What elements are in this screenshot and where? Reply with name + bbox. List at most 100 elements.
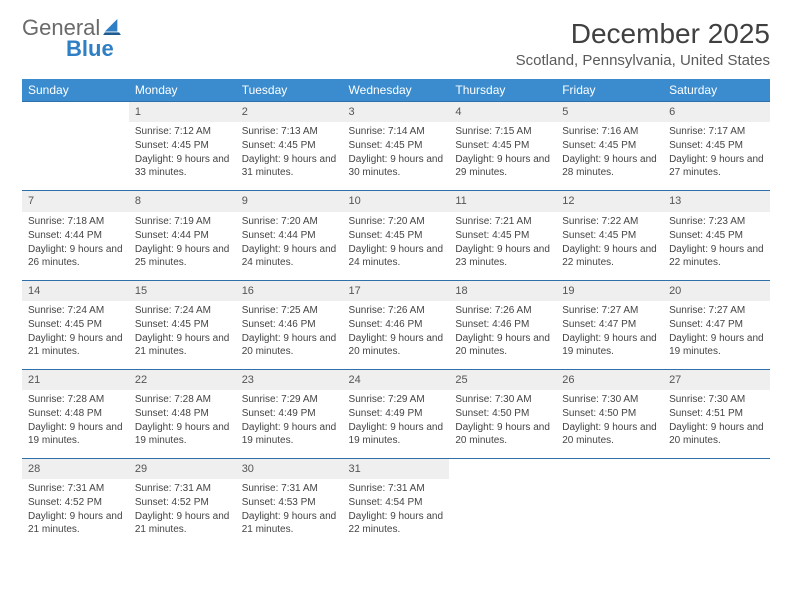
- sunset-line: Sunset: 4:47 PM: [562, 318, 657, 331]
- day-number: 30: [236, 459, 343, 479]
- calendar-cell: 8Sunrise: 7:19 AMSunset: 4:44 PMDaylight…: [129, 191, 236, 280]
- sunrise-line: Sunrise: 7:31 AM: [242, 482, 337, 495]
- calendar-cell: 9Sunrise: 7:20 AMSunset: 4:44 PMDaylight…: [236, 191, 343, 280]
- day-number: 1: [129, 102, 236, 122]
- sunrise-line: Sunrise: 7:29 AM: [242, 393, 337, 406]
- calendar-cell: 16Sunrise: 7:25 AMSunset: 4:46 PMDayligh…: [236, 280, 343, 369]
- calendar-body: 1Sunrise: 7:12 AMSunset: 4:45 PMDaylight…: [22, 102, 770, 548]
- sunrise-line: Sunrise: 7:31 AM: [28, 482, 123, 495]
- calendar-week-row: 14Sunrise: 7:24 AMSunset: 4:45 PMDayligh…: [22, 280, 770, 369]
- sunrise-line: Sunrise: 7:27 AM: [669, 304, 764, 317]
- day-number: 18: [449, 281, 556, 301]
- calendar-cell: 25Sunrise: 7:30 AMSunset: 4:50 PMDayligh…: [449, 369, 556, 458]
- day-details: Sunrise: 7:30 AMSunset: 4:51 PMDaylight:…: [663, 390, 770, 458]
- calendar-cell: 3Sunrise: 7:14 AMSunset: 4:45 PMDaylight…: [343, 102, 450, 191]
- sunset-line: Sunset: 4:51 PM: [669, 407, 764, 420]
- weekday-header: Monday: [129, 79, 236, 102]
- daylight-line: Daylight: 9 hours and 19 minutes.: [669, 332, 764, 358]
- day-details: Sunrise: 7:22 AMSunset: 4:45 PMDaylight:…: [556, 212, 663, 280]
- month-title: December 2025: [516, 18, 770, 50]
- calendar-cell: 22Sunrise: 7:28 AMSunset: 4:48 PMDayligh…: [129, 369, 236, 458]
- day-details: Sunrise: 7:23 AMSunset: 4:45 PMDaylight:…: [663, 212, 770, 280]
- logo-sail-icon: [102, 19, 122, 35]
- daylight-line: Daylight: 9 hours and 21 minutes.: [135, 510, 230, 536]
- sunset-line: Sunset: 4:45 PM: [669, 139, 764, 152]
- sunset-line: Sunset: 4:50 PM: [455, 407, 550, 420]
- weekday-header-row: SundayMondayTuesdayWednesdayThursdayFrid…: [22, 79, 770, 102]
- sunrise-line: Sunrise: 7:15 AM: [455, 125, 550, 138]
- sunset-line: Sunset: 4:49 PM: [242, 407, 337, 420]
- daylight-line: Daylight: 9 hours and 22 minutes.: [562, 243, 657, 269]
- day-number: 26: [556, 370, 663, 390]
- daylight-line: Daylight: 9 hours and 21 minutes.: [242, 510, 337, 536]
- sunrise-line: Sunrise: 7:29 AM: [349, 393, 444, 406]
- weekday-header: Sunday: [22, 79, 129, 102]
- sunrise-line: Sunrise: 7:21 AM: [455, 215, 550, 228]
- day-number: 2: [236, 102, 343, 122]
- calendar-cell: 12Sunrise: 7:22 AMSunset: 4:45 PMDayligh…: [556, 191, 663, 280]
- sunset-line: Sunset: 4:46 PM: [242, 318, 337, 331]
- sunrise-line: Sunrise: 7:30 AM: [669, 393, 764, 406]
- daylight-line: Daylight: 9 hours and 20 minutes.: [349, 332, 444, 358]
- weekday-header: Saturday: [663, 79, 770, 102]
- day-number: 12: [556, 191, 663, 211]
- day-details: Sunrise: 7:28 AMSunset: 4:48 PMDaylight:…: [22, 390, 129, 458]
- day-details: Sunrise: 7:20 AMSunset: 4:45 PMDaylight:…: [343, 212, 450, 280]
- calendar-cell: 14Sunrise: 7:24 AMSunset: 4:45 PMDayligh…: [22, 280, 129, 369]
- calendar-cell: 30Sunrise: 7:31 AMSunset: 4:53 PMDayligh…: [236, 459, 343, 548]
- calendar-cell: 7Sunrise: 7:18 AMSunset: 4:44 PMDaylight…: [22, 191, 129, 280]
- sunset-line: Sunset: 4:45 PM: [135, 318, 230, 331]
- daylight-line: Daylight: 9 hours and 20 minutes.: [455, 332, 550, 358]
- daylight-line: Daylight: 9 hours and 22 minutes.: [669, 243, 764, 269]
- daylight-line: Daylight: 9 hours and 23 minutes.: [455, 243, 550, 269]
- day-details: Sunrise: 7:20 AMSunset: 4:44 PMDaylight:…: [236, 212, 343, 280]
- calendar-cell: 10Sunrise: 7:20 AMSunset: 4:45 PMDayligh…: [343, 191, 450, 280]
- calendar-cell: 2Sunrise: 7:13 AMSunset: 4:45 PMDaylight…: [236, 102, 343, 191]
- daylight-line: Daylight: 9 hours and 33 minutes.: [135, 153, 230, 179]
- calendar-cell: [663, 459, 770, 548]
- sunset-line: Sunset: 4:49 PM: [349, 407, 444, 420]
- daylight-line: Daylight: 9 hours and 19 minutes.: [28, 421, 123, 447]
- daylight-line: Daylight: 9 hours and 21 minutes.: [135, 332, 230, 358]
- sunset-line: Sunset: 4:48 PM: [135, 407, 230, 420]
- sunset-line: Sunset: 4:44 PM: [28, 229, 123, 242]
- sunset-line: Sunset: 4:45 PM: [455, 139, 550, 152]
- sunset-line: Sunset: 4:44 PM: [242, 229, 337, 242]
- sunset-line: Sunset: 4:46 PM: [455, 318, 550, 331]
- calendar-cell: 13Sunrise: 7:23 AMSunset: 4:45 PMDayligh…: [663, 191, 770, 280]
- title-block: December 2025 Scotland, Pennsylvania, Un…: [516, 18, 770, 69]
- page-header: GeneralBlue December 2025 Scotland, Penn…: [22, 18, 770, 69]
- sunrise-line: Sunrise: 7:28 AM: [135, 393, 230, 406]
- sunrise-line: Sunrise: 7:22 AM: [562, 215, 657, 228]
- day-number: 27: [663, 370, 770, 390]
- sunrise-line: Sunrise: 7:23 AM: [669, 215, 764, 228]
- day-details: Sunrise: 7:30 AMSunset: 4:50 PMDaylight:…: [449, 390, 556, 458]
- day-details: Sunrise: 7:15 AMSunset: 4:45 PMDaylight:…: [449, 122, 556, 190]
- daylight-line: Daylight: 9 hours and 24 minutes.: [349, 243, 444, 269]
- calendar-cell: 19Sunrise: 7:27 AMSunset: 4:47 PMDayligh…: [556, 280, 663, 369]
- daylight-line: Daylight: 9 hours and 27 minutes.: [669, 153, 764, 179]
- day-details: Sunrise: 7:12 AMSunset: 4:45 PMDaylight:…: [129, 122, 236, 190]
- sunset-line: Sunset: 4:45 PM: [562, 229, 657, 242]
- daylight-line: Daylight: 9 hours and 19 minutes.: [135, 421, 230, 447]
- day-number: 5: [556, 102, 663, 122]
- day-number: 28: [22, 459, 129, 479]
- daylight-line: Daylight: 9 hours and 24 minutes.: [242, 243, 337, 269]
- sunset-line: Sunset: 4:46 PM: [349, 318, 444, 331]
- calendar-week-row: 1Sunrise: 7:12 AMSunset: 4:45 PMDaylight…: [22, 102, 770, 191]
- day-number: 25: [449, 370, 556, 390]
- daylight-line: Daylight: 9 hours and 20 minutes.: [562, 421, 657, 447]
- day-number: 31: [343, 459, 450, 479]
- day-details: Sunrise: 7:26 AMSunset: 4:46 PMDaylight:…: [343, 301, 450, 369]
- daylight-line: Daylight: 9 hours and 20 minutes.: [455, 421, 550, 447]
- weekday-header: Thursday: [449, 79, 556, 102]
- location: Scotland, Pennsylvania, United States: [516, 52, 770, 69]
- daylight-line: Daylight: 9 hours and 28 minutes.: [562, 153, 657, 179]
- sunrise-line: Sunrise: 7:17 AM: [669, 125, 764, 138]
- day-details: Sunrise: 7:24 AMSunset: 4:45 PMDaylight:…: [129, 301, 236, 369]
- day-number: 6: [663, 102, 770, 122]
- sunset-line: Sunset: 4:45 PM: [28, 318, 123, 331]
- daylight-line: Daylight: 9 hours and 19 minutes.: [349, 421, 444, 447]
- day-details: Sunrise: 7:27 AMSunset: 4:47 PMDaylight:…: [556, 301, 663, 369]
- day-number: 13: [663, 191, 770, 211]
